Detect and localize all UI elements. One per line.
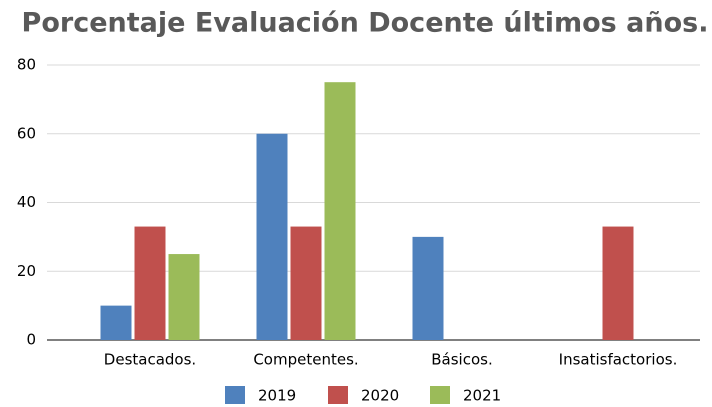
legend-swatch bbox=[430, 386, 450, 404]
legend-label: 2020 bbox=[361, 387, 399, 405]
y-tick-label: 40 bbox=[17, 193, 36, 211]
legend-swatch bbox=[328, 386, 348, 404]
bar bbox=[602, 226, 634, 340]
y-tick-label: 0 bbox=[26, 331, 36, 349]
x-tick-label: Destacados. bbox=[104, 351, 196, 369]
x-tick-label: Competentes. bbox=[253, 351, 358, 369]
y-tick-label: 60 bbox=[17, 124, 36, 142]
bar bbox=[324, 82, 356, 340]
bar bbox=[290, 226, 322, 340]
bar bbox=[412, 236, 444, 340]
bar bbox=[256, 133, 288, 340]
legend-label: 2019 bbox=[258, 387, 296, 405]
bar bbox=[168, 254, 200, 340]
y-tick-label: 80 bbox=[17, 56, 36, 74]
x-tick-label: Básicos. bbox=[431, 351, 492, 369]
chart-title: Porcentaje Evaluación Docente últimos añ… bbox=[22, 8, 709, 39]
y-tick-label: 20 bbox=[17, 262, 36, 280]
legend-label: 2021 bbox=[463, 387, 501, 405]
bar bbox=[134, 226, 166, 340]
x-tick-label: Insatisfactorios. bbox=[559, 351, 678, 369]
legend-swatch bbox=[225, 386, 245, 404]
bar bbox=[100, 305, 132, 340]
